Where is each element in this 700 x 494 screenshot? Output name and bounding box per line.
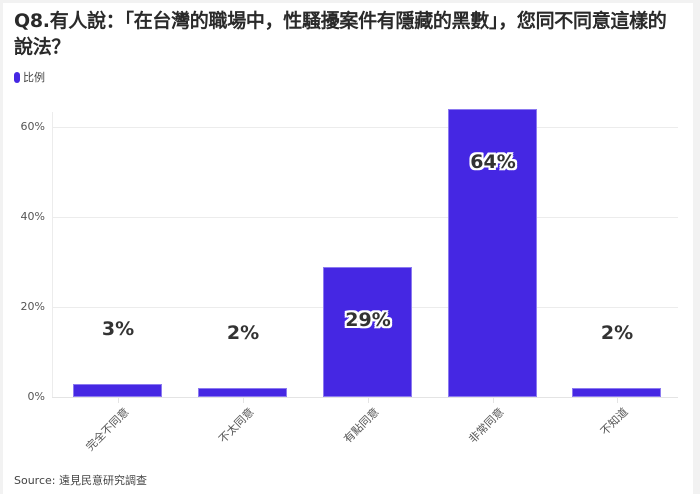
bar[interactable] xyxy=(572,388,661,397)
legend[interactable]: 比例 xyxy=(14,69,45,85)
gridline xyxy=(52,127,678,128)
x-tick-mark xyxy=(117,398,119,403)
bar[interactable] xyxy=(198,388,287,397)
bar[interactable] xyxy=(448,109,537,397)
chart-title: Q8.有人說：「在台灣的職場中，性騷擾案件有隱藏的黑數」，您同不同意這樣的說法？ xyxy=(14,10,667,58)
y-tick-label: 40% xyxy=(20,210,45,223)
chart-card xyxy=(3,3,693,494)
x-tick-mark xyxy=(367,398,369,403)
x-tick-label: 不知道 xyxy=(597,405,631,438)
bar-value-label: 3% xyxy=(101,317,135,340)
bar[interactable] xyxy=(323,266,412,397)
bar-value-label: 29% xyxy=(345,308,391,331)
x-tick-mark xyxy=(616,398,618,403)
x-tick-label: 有點同意 xyxy=(340,405,382,446)
bar-value-label: 2% xyxy=(600,322,634,344)
gridline xyxy=(52,397,678,398)
x-tick-label: 完全不同意 xyxy=(83,405,132,454)
bar-value-label: 64% xyxy=(470,151,516,173)
x-tick-mark xyxy=(492,398,494,403)
legend-swatch-icon xyxy=(14,71,20,83)
y-tick-label: 0% xyxy=(27,390,45,403)
bar-value-label: 2% xyxy=(226,322,260,344)
x-tick-label: 非常同意 xyxy=(465,405,507,446)
gridline xyxy=(52,217,678,218)
x-tick-label: 不太同意 xyxy=(215,405,257,446)
x-tick-mark xyxy=(242,398,244,403)
legend-label: 比例 xyxy=(23,71,45,84)
y-tick-label: 60% xyxy=(20,120,45,133)
y-axis-line xyxy=(52,112,53,398)
bar[interactable] xyxy=(73,383,162,397)
y-tick-label: 20% xyxy=(20,300,45,313)
source-note: Source: 遠見民意研究調查 xyxy=(14,474,147,487)
